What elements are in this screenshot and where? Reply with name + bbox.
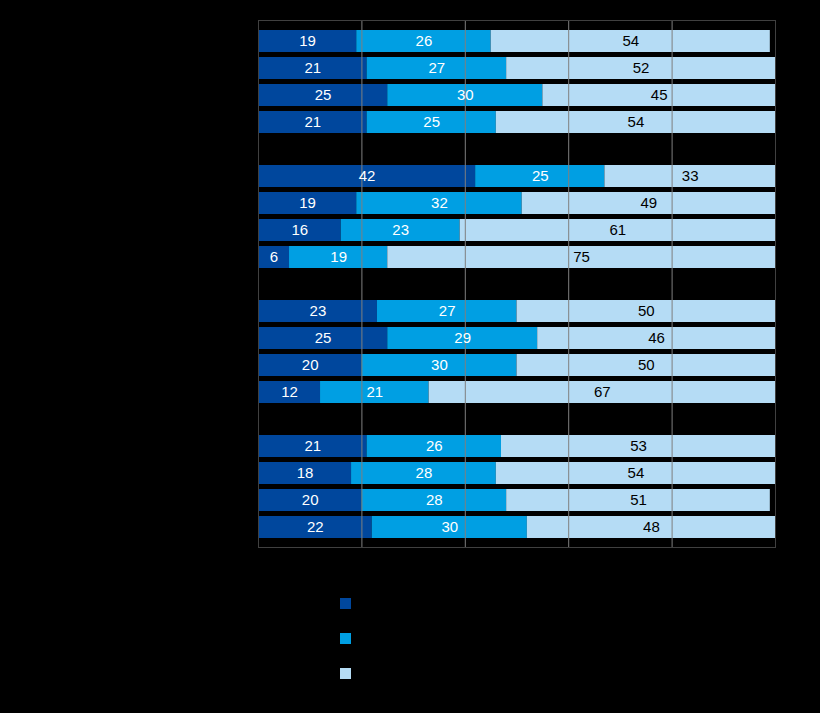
svg-text:23: 23 — [392, 221, 409, 238]
svg-text:52: 52 — [633, 59, 650, 76]
svg-text:19: 19 — [330, 248, 347, 265]
svg-text:21: 21 — [304, 59, 321, 76]
svg-text:51: 51 — [630, 491, 647, 508]
svg-text:30: 30 — [441, 518, 458, 535]
svg-text:26: 26 — [426, 437, 443, 454]
svg-text:25: 25 — [423, 113, 440, 130]
svg-text:21: 21 — [304, 113, 321, 130]
svg-text:32: 32 — [431, 194, 448, 211]
svg-text:26: 26 — [416, 32, 433, 49]
svg-text:21: 21 — [366, 383, 383, 400]
svg-text:54: 54 — [628, 113, 645, 130]
svg-text:49: 49 — [640, 194, 657, 211]
svg-text:25: 25 — [315, 86, 332, 103]
svg-text:18: 18 — [297, 464, 314, 481]
svg-text:33: 33 — [682, 167, 699, 184]
svg-text:67: 67 — [594, 383, 611, 400]
svg-text:25: 25 — [532, 167, 549, 184]
svg-text:27: 27 — [439, 302, 456, 319]
svg-text:61: 61 — [609, 221, 626, 238]
svg-text:12: 12 — [281, 383, 298, 400]
svg-text:54: 54 — [628, 464, 645, 481]
svg-text:28: 28 — [426, 491, 443, 508]
svg-text:42: 42 — [359, 167, 376, 184]
svg-text:16: 16 — [292, 221, 309, 238]
svg-text:19: 19 — [299, 32, 316, 49]
svg-text:45: 45 — [651, 86, 668, 103]
svg-text:29: 29 — [454, 329, 471, 346]
svg-text:6: 6 — [270, 248, 278, 265]
svg-text:30: 30 — [431, 356, 448, 373]
svg-text:19: 19 — [299, 194, 316, 211]
svg-text:20: 20 — [302, 356, 319, 373]
svg-text:30: 30 — [457, 86, 474, 103]
svg-text:20: 20 — [302, 491, 319, 508]
svg-text:25: 25 — [315, 329, 332, 346]
svg-text:27: 27 — [429, 59, 446, 76]
svg-text:50: 50 — [638, 356, 655, 373]
svg-text:48: 48 — [643, 518, 660, 535]
svg-text:53: 53 — [630, 437, 647, 454]
svg-text:23: 23 — [310, 302, 327, 319]
svg-text:22: 22 — [307, 518, 324, 535]
svg-text:54: 54 — [622, 32, 639, 49]
svg-text:75: 75 — [573, 248, 590, 265]
svg-text:46: 46 — [648, 329, 665, 346]
svg-text:50: 50 — [638, 302, 655, 319]
svg-text:21: 21 — [304, 437, 321, 454]
svg-text:28: 28 — [416, 464, 433, 481]
